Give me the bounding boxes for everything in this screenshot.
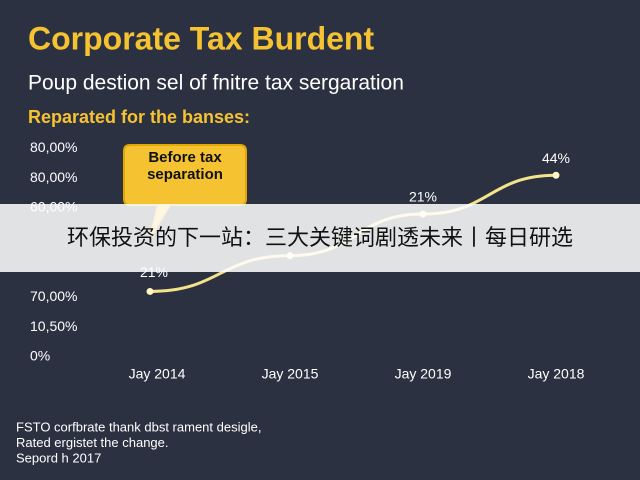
y-tick-label: 0% [30, 348, 50, 364]
callout-text: separation [147, 166, 223, 183]
overlay-banner [0, 204, 640, 272]
point-label: 44% [542, 150, 570, 166]
x-tick-label: Jay 2015 [262, 366, 319, 382]
overlay-banner-text: 环保投资的下一站：三大关键词剧透未来丨每日研选 [67, 225, 573, 250]
x-tick-label: Jay 2018 [528, 366, 585, 382]
footnote: FSTO corfbrate thank dbst rament desigle… [16, 419, 261, 434]
y-tick-label: 70,00% [30, 288, 77, 304]
chart-title: Corporate Tax Burdent [28, 20, 374, 56]
footnote: Rated ergistet the change. [16, 435, 169, 450]
point [552, 171, 560, 179]
callout-text: Before tax [148, 149, 222, 166]
x-tick-label: Jay 2019 [395, 366, 452, 382]
x-tick-label: Jay 2014 [129, 366, 186, 382]
y-tick-label: 80,00% [30, 169, 77, 185]
y-tick-label: 80,00% [30, 139, 77, 155]
heading: Reparated for the banses: [28, 107, 250, 127]
y-tick-label: 10,50% [30, 318, 77, 334]
footnote: Sepord h 2017 [16, 450, 101, 465]
subtitle: Poup destion sel of fnitre tax sergarati… [28, 72, 404, 95]
point-label: 21% [409, 189, 437, 205]
point [146, 287, 154, 295]
